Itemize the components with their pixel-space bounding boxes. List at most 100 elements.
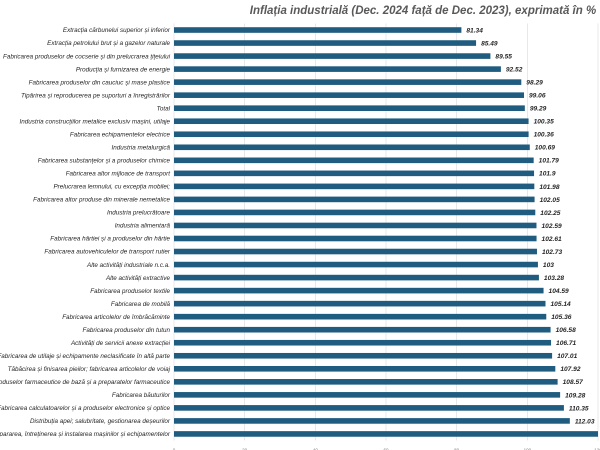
bar: [174, 261, 538, 268]
category-label: Fabricarea produselor textile: [90, 288, 170, 295]
bar: [174, 92, 525, 98]
category-label: Fabricarea produselor de cocserie și din…: [3, 53, 171, 60]
x-tick-label: 120: [594, 447, 600, 450]
bar: [174, 131, 529, 138]
bar: [174, 209, 536, 216]
category-label: Fabricarea de mobilă: [111, 301, 171, 308]
bar: [174, 170, 535, 177]
category-label: Fabricarea produselor din tutun: [82, 327, 170, 334]
category-label: Fabricarea echipamentelor electrice: [70, 131, 171, 138]
bar: [174, 287, 544, 294]
value-label: 105.14: [550, 301, 571, 308]
bar: [174, 405, 564, 411]
category-label: Repararea, întreținerea și instalarea ma…: [0, 431, 171, 438]
category-label: Alte activități extractive: [105, 275, 171, 282]
category-label: Fabricarea autovehiculelor de transport …: [44, 249, 171, 256]
value-label: 99.06: [529, 93, 546, 100]
category-label: Fabricarea substanțelor și a produselor …: [38, 158, 171, 165]
bar: [174, 431, 598, 437]
value-label: 102.25: [540, 210, 561, 217]
value-label: 107.01: [557, 353, 578, 360]
chart-title: Inflația industrială (Dec. 2024 față de …: [250, 5, 596, 17]
value-label: 101.79: [539, 158, 560, 165]
value-label: 101.98: [539, 184, 560, 191]
bar: [174, 40, 477, 46]
category-label: Tipărirea și reproducerea pe suporturi a…: [21, 92, 171, 99]
category-label: Fabricarea de utilaje și echipamente nec…: [0, 353, 170, 360]
category-label: Fabricarea produselor farmaceutice de ba…: [0, 379, 170, 386]
value-label: 103.28: [544, 275, 565, 282]
bar: [174, 53, 491, 59]
value-label: 102.61: [542, 236, 563, 243]
bar: [174, 144, 530, 151]
value-label: 100.35: [534, 119, 555, 126]
value-label: 101.9: [539, 171, 556, 178]
bar: [174, 183, 535, 190]
bar: [174, 418, 570, 424]
value-label: 100.36: [534, 132, 555, 139]
value-label: 110.35: [569, 405, 589, 412]
value-label: 102.59: [541, 223, 562, 230]
value-label: 89.55: [495, 53, 512, 60]
bar: [174, 79, 522, 85]
bar: [174, 248, 537, 255]
x-tick-label: 40: [313, 447, 319, 450]
category-label: Prelucrarea lemnului, cu excepția mobile…: [53, 184, 170, 191]
value-label: 102.05: [540, 197, 561, 204]
bar: [174, 352, 553, 359]
category-label: Fabricarea altor produse din minerale ne…: [33, 197, 170, 204]
value-label: 85.49: [481, 40, 498, 47]
value-label: 103: [543, 262, 554, 269]
bar: [174, 300, 546, 307]
bar: [174, 365, 556, 372]
category-label: Industria metalurgică: [112, 144, 171, 151]
value-label: 81.34: [466, 27, 483, 34]
value-label: 92.52: [506, 67, 523, 74]
category-label: Extracția cărbunelui superior și inferio…: [63, 27, 171, 34]
bar: [174, 274, 539, 281]
bar: [174, 118, 529, 125]
category-label: Industria alimentară: [115, 223, 171, 230]
value-label: 104.59: [549, 288, 570, 295]
category-label: Alte activități industriale n.c.a.: [86, 262, 170, 269]
x-tick-label: 100: [524, 447, 532, 450]
bar: [174, 66, 501, 72]
value-label: 109.28: [565, 392, 586, 399]
category-label: Extracția petrolului brut și a gazelor n…: [47, 40, 170, 47]
bar: [174, 392, 561, 398]
value-label: 105.36: [551, 314, 572, 321]
category-label: Fabricarea altor mijloace de transport: [66, 171, 171, 178]
value-label: 112.03: [575, 418, 595, 425]
value-label: 102.73: [542, 249, 563, 256]
category-label: Activități de servicii anexe extracției: [70, 340, 171, 347]
bar: [174, 339, 552, 346]
category-label: Fabricarea produselor din cauciuc și mas…: [29, 79, 171, 86]
category-label: Producția și furnizarea de energie: [76, 66, 171, 73]
category-label: Fabricarea calculatoarelor și a produsel…: [0, 405, 170, 412]
bars: [174, 27, 598, 437]
bar: [174, 326, 551, 333]
bar: [174, 105, 525, 111]
category-labels: Extracția cărbunelui superior și inferio…: [0, 27, 171, 438]
bar: [174, 313, 547, 320]
category-label: Distribuția apei; salubritate, gestionar…: [30, 418, 171, 425]
value-label: 99.29: [530, 106, 547, 113]
value-label: 108.57: [563, 379, 584, 386]
value-label: 106.71: [556, 340, 577, 347]
value-label: 100.69: [535, 145, 556, 152]
x-tick-label: 60: [383, 447, 389, 450]
category-label: Fabricarea băuturilor: [112, 392, 171, 399]
x-tick-label: 0: [173, 447, 176, 450]
value-label: 106.58: [556, 327, 577, 334]
value-label: 107.92: [560, 366, 581, 373]
x-axis-ticks: 0 20 40 60 80 100 120: [173, 447, 600, 450]
category-label: Fabricarea articolelor de îmbrăcăminte: [62, 314, 170, 321]
category-label: Fabricarea hârtiei și a produselor din h…: [50, 236, 170, 243]
x-tick-label: 20: [242, 447, 248, 450]
value-label: 98.29: [526, 80, 543, 87]
bar: [174, 379, 558, 385]
category-label: Total: [157, 105, 171, 112]
category-label: Industria prelucrătoare: [107, 210, 171, 217]
bar: [174, 196, 535, 203]
